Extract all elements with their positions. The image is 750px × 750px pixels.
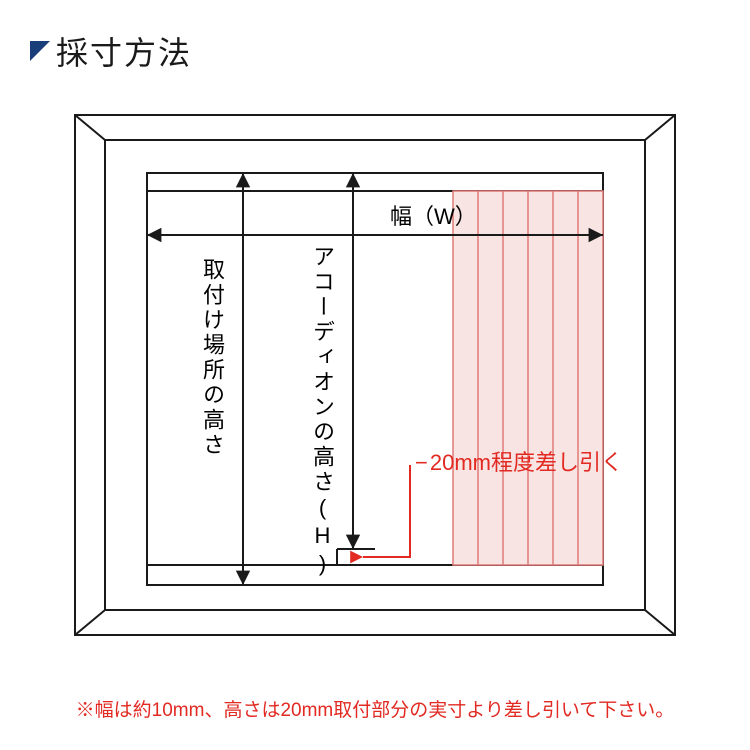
title-marker-icon [30,41,50,61]
measurement-diagram [65,105,685,645]
footnote: ※幅は約10mm、高さは20mm取付部分の実寸より差し引いて下さい。 [0,695,750,722]
footnote-text: ※幅は約10mm、高さは20mm取付部分の実寸より差し引いて下さい。 [76,700,675,721]
width-label: 幅（W） [390,199,477,231]
install-height-text: 取付け場所の高さ [200,258,225,458]
callout: −20mm程度差し引く [415,445,623,477]
accordion-height-text: アコーディオンの高さ(H) [310,245,335,579]
callout-text: 20mm程度差し引く [430,450,623,475]
title-text: 採寸方法 [56,28,192,74]
accordion-curtain [453,191,603,565]
accordion-height-label: アコーディオンの高さ(H) [306,245,338,579]
install-height-label: 取付け場所の高さ [196,258,228,458]
width-label-text: 幅（W） [390,204,477,229]
section-title: 採寸方法 [30,28,192,74]
callout-leader [363,465,410,557]
